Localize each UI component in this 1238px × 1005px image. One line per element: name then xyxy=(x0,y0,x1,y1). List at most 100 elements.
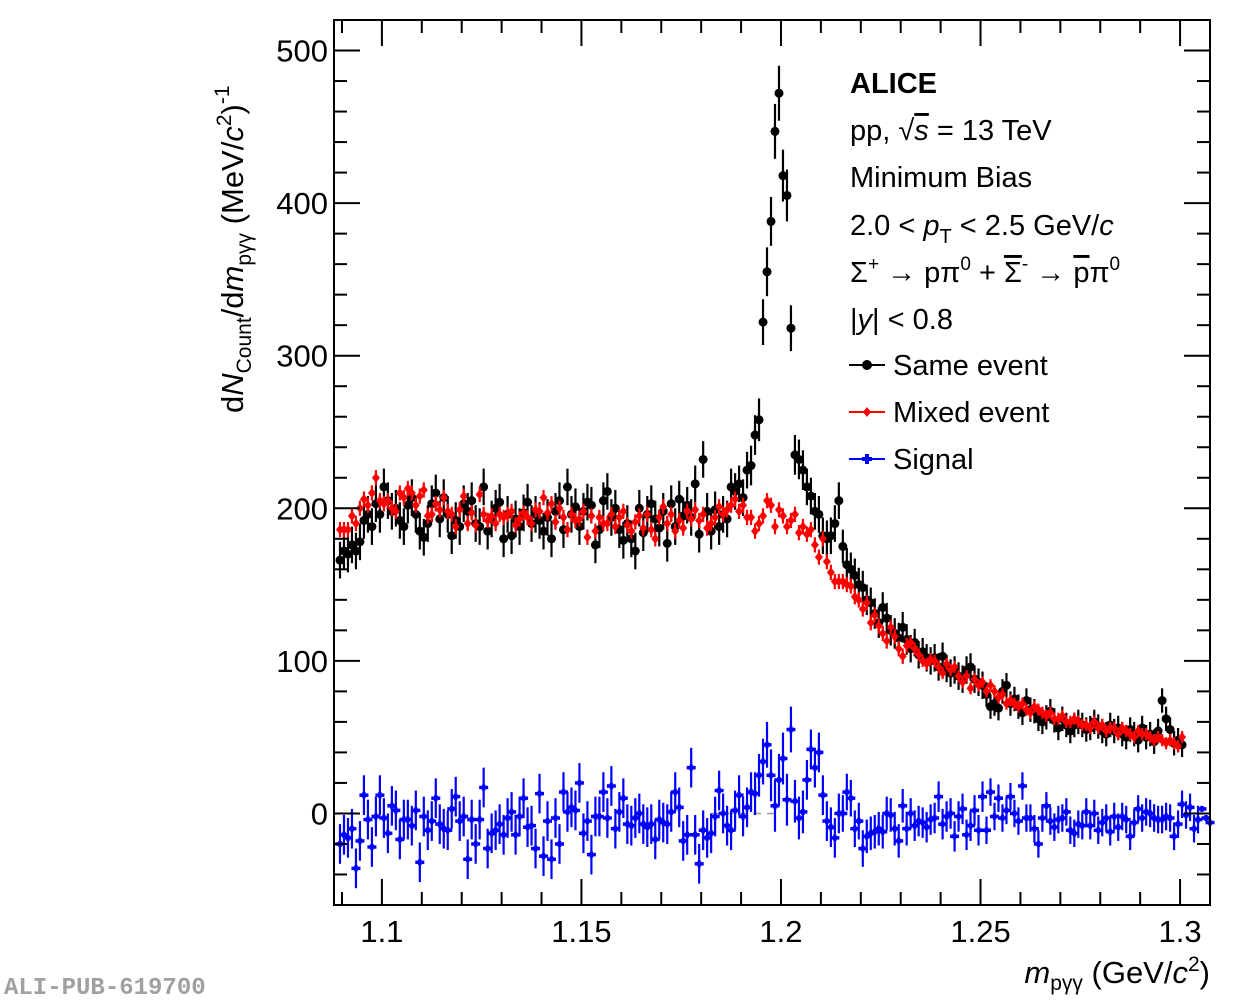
data-point xyxy=(878,625,887,642)
marker-diamond xyxy=(503,509,512,520)
data-point xyxy=(838,529,848,564)
marker-diamond xyxy=(739,500,748,511)
marker-circle xyxy=(379,482,389,492)
data-point xyxy=(830,818,840,858)
data-point xyxy=(667,506,676,523)
marker-diamond xyxy=(798,521,807,532)
data-point xyxy=(583,529,592,545)
data-point xyxy=(435,502,444,518)
marker-diamond xyxy=(818,533,827,544)
marker-circle xyxy=(483,526,493,536)
data-point xyxy=(715,499,724,515)
data-point xyxy=(523,509,532,526)
data-point xyxy=(606,766,616,806)
data-point xyxy=(443,810,453,851)
data-point xyxy=(359,775,369,815)
data-point xyxy=(1114,728,1123,741)
data-point xyxy=(427,801,437,841)
marker-diamond xyxy=(759,510,768,521)
data-point xyxy=(962,670,971,683)
marker-diamond xyxy=(910,643,919,654)
marker-circle xyxy=(878,602,888,612)
marker-diamond xyxy=(371,472,380,483)
data-point xyxy=(570,790,580,831)
data-point xyxy=(651,531,660,547)
marker-diamond xyxy=(958,677,967,688)
data-point xyxy=(455,502,464,518)
data-point xyxy=(539,489,548,506)
data-point xyxy=(467,505,476,521)
marker-diamond xyxy=(747,512,756,523)
data-point xyxy=(655,509,664,526)
data-point xyxy=(499,520,509,558)
data-point xyxy=(814,549,823,565)
marker-diamond xyxy=(810,539,819,550)
marker-circle xyxy=(798,465,808,475)
marker-diamond xyxy=(391,506,400,517)
data-point xyxy=(958,676,967,689)
marker-diamond xyxy=(435,504,444,515)
data-point xyxy=(739,497,748,513)
marker-circle xyxy=(431,488,441,498)
marker-circle xyxy=(806,491,816,501)
data-point xyxy=(755,515,764,532)
marker-diamond xyxy=(623,520,632,531)
data-point xyxy=(463,839,473,880)
marker-diamond xyxy=(1090,716,1099,727)
data-point xyxy=(355,523,365,561)
marker-diamond xyxy=(786,515,795,526)
data-point xyxy=(671,523,680,539)
data-point xyxy=(547,839,557,880)
data-point xyxy=(838,795,848,832)
marker-diamond xyxy=(511,520,520,531)
data-point xyxy=(770,518,779,535)
marker-diamond xyxy=(782,521,791,532)
marker-diamond xyxy=(938,668,947,679)
marker-diamond xyxy=(930,655,939,666)
marker-diamond xyxy=(431,498,440,509)
marker-diamond xyxy=(1026,707,1035,718)
marker-diamond xyxy=(774,504,783,515)
marker-diamond xyxy=(551,517,560,528)
data-point xyxy=(766,749,776,802)
data-point xyxy=(890,628,899,645)
data-point xyxy=(1061,798,1071,826)
data-point xyxy=(778,508,787,524)
marker-diamond xyxy=(347,510,356,521)
data-point xyxy=(475,799,485,840)
data-point xyxy=(391,790,401,831)
data-point xyxy=(950,821,960,852)
marker-diamond xyxy=(962,671,971,682)
marker-diamond xyxy=(683,506,692,517)
marker-circle xyxy=(778,171,788,181)
data-point xyxy=(467,799,477,840)
marker-diamond xyxy=(986,680,995,691)
marker-circle xyxy=(467,496,477,506)
marker-diamond xyxy=(563,524,572,535)
data-point xyxy=(547,520,557,558)
annotation-rapidity: |y| < 0.8 xyxy=(850,304,953,336)
annotation-block: ALICE pp, √s = 13 TeV Minimum Bias 2.0 <… xyxy=(850,68,1120,336)
data-point xyxy=(574,763,584,803)
data-point xyxy=(618,778,628,819)
marker-circle xyxy=(1161,714,1171,724)
data-point xyxy=(539,836,549,877)
x-axis-title-m: m xyxy=(1024,955,1050,990)
data-point xyxy=(846,779,856,817)
marker-diamond xyxy=(687,513,696,524)
data-point xyxy=(814,732,824,773)
data-point xyxy=(798,790,808,834)
data-point xyxy=(619,503,628,519)
data-point xyxy=(894,824,904,858)
data-point xyxy=(675,512,684,529)
marker-diamond xyxy=(615,512,624,523)
data-point xyxy=(814,496,824,533)
tick-labels-group: 1.1 1.15 1.2 1.25 1.3 0 100 200 300 400 500 xyxy=(276,34,1201,949)
y-axis-title-unit-post: ) xyxy=(215,104,250,114)
data-point xyxy=(762,247,772,297)
data-point xyxy=(698,441,708,478)
data-point xyxy=(958,793,968,825)
marker-circle xyxy=(547,534,557,544)
data-point xyxy=(507,517,517,555)
data-point xyxy=(347,508,356,524)
